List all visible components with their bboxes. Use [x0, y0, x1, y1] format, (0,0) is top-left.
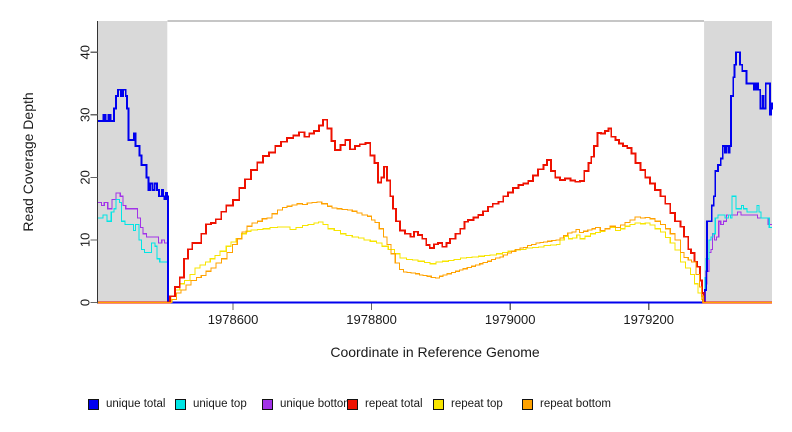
y-tick-label: 20: [77, 170, 92, 184]
x-tick-label: 1978800: [346, 312, 397, 327]
series-line-repeat-top: [98, 221, 772, 304]
x-tick-label: 1979200: [623, 312, 674, 327]
shaded-flank-region: [704, 21, 772, 303]
y-tick-label: 30: [77, 108, 92, 122]
series-line-repeat-total: [98, 118, 772, 304]
y-tick-label: 10: [77, 233, 92, 247]
y-tick-label: 0: [77, 299, 92, 306]
x-axis-title: Coordinate in Reference Genome: [330, 344, 540, 360]
y-tick-label: 40: [77, 45, 92, 59]
series-line-unique-total: [98, 51, 773, 304]
x-tick-label: 1978600: [208, 312, 259, 327]
series-line-repeat-bottom: [98, 201, 772, 304]
y-axis-title: Read Coverage Depth: [20, 92, 36, 232]
shaded-flank-region: [98, 21, 168, 303]
x-tick-label: 1979000: [485, 312, 536, 327]
